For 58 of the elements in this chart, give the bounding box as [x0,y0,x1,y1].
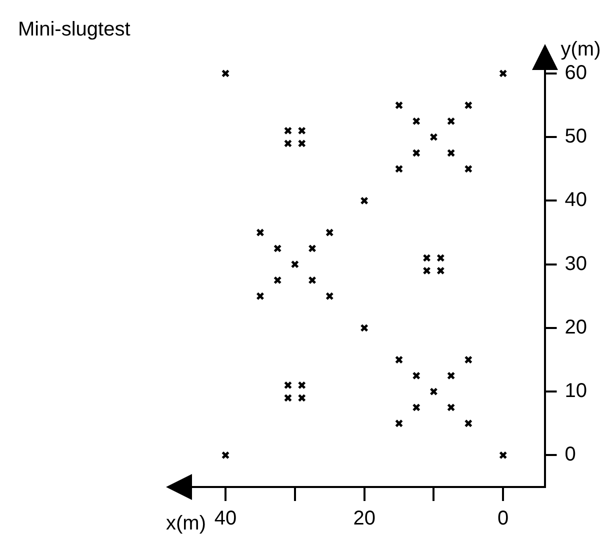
point [464,356,472,364]
chart-title: Mini-slugtest [18,18,131,41]
point [298,381,306,390]
point [256,292,264,300]
point [446,148,456,158]
point [430,387,438,396]
point [436,254,445,262]
point [308,244,316,252]
x-tick-label: 40 [214,508,237,530]
y-tick-label: 60 [564,62,588,84]
point [273,276,282,284]
point [412,372,420,380]
point [360,196,368,205]
y-tick-label: 0 [564,444,576,466]
point [394,101,404,110]
point [298,394,306,402]
point [430,132,438,142]
point [284,126,292,135]
point [273,244,282,252]
point [298,126,306,135]
point [446,372,456,380]
point [412,403,420,412]
point [284,139,292,148]
x-tick-label: 20 [353,508,376,530]
y-tick-label: 30 [564,252,588,275]
x-axis-title: x(m) [166,512,206,535]
point [422,254,431,262]
y-tick-label: 10 [564,380,588,402]
point [284,394,292,402]
point [360,324,368,332]
y-tick-label: 50 [564,126,588,148]
point [326,228,334,237]
point [464,164,472,173]
y-tick-label: 40 [564,189,588,212]
point [412,148,420,158]
point [221,69,230,78]
point [256,228,264,237]
point [298,139,306,148]
y-axis-title: y(m) [560,38,601,61]
point [464,101,472,110]
y-tick-label: 20 [564,316,588,338]
point [308,276,316,284]
point [326,292,334,300]
point [284,381,292,390]
point [422,266,431,275]
point [394,419,404,428]
point [394,164,404,173]
x-tick-label: 0 [498,508,509,530]
point [446,403,456,412]
point [221,451,230,460]
point [446,117,456,126]
point [394,356,404,364]
point [290,260,299,268]
point [499,451,508,460]
point [412,117,420,126]
point [436,266,445,275]
point [499,69,508,78]
point [464,419,472,428]
